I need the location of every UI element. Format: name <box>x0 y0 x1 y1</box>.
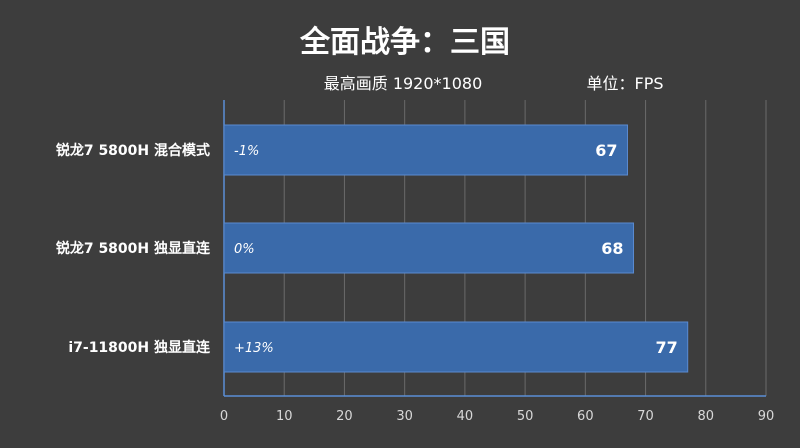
chart-subtitle-unit: 单位：FPS <box>586 74 663 93</box>
bar-2 <box>223 321 689 373</box>
x-tick-label-40: 40 <box>457 409 474 424</box>
x-tick-label-20: 20 <box>336 409 353 424</box>
x-tick-label-60: 60 <box>577 409 594 424</box>
x-tick-label-70: 70 <box>637 409 654 424</box>
chart-title: 全面战争：三国 <box>299 25 510 60</box>
category-label-1: 锐龙7 5800H 独显直连 <box>56 240 211 257</box>
x-tick-label-30: 30 <box>396 409 413 424</box>
bar-annotation-0: -1% <box>234 144 259 159</box>
bar-value-label-0: 67 <box>595 141 617 160</box>
category-label-2: i7-11800H 独显直连 <box>68 339 211 356</box>
x-tick-label-0: 0 <box>220 409 228 424</box>
x-tick-label-90: 90 <box>758 409 775 424</box>
bar-annotation-1: 0% <box>234 242 255 257</box>
x-tick-label-10: 10 <box>276 409 293 424</box>
bars <box>223 124 689 373</box>
chart-subtitle-settings: 最高画质 1920*1080 <box>324 74 483 93</box>
bar-annotation-2: +13% <box>234 341 274 356</box>
x-tick-label-80: 80 <box>698 409 715 424</box>
category-label-0: 锐龙7 5800H 混合模式 <box>56 142 210 159</box>
bar-value-label-1: 68 <box>601 239 623 258</box>
bar-0 <box>223 124 628 176</box>
bar-value-label-2: 77 <box>655 338 677 357</box>
labels: 0 10 20 30 40 50 60 70 80 90 67 -1% 锐龙7 5800H 混合模式 68… <box>56 141 774 424</box>
x-tick-label-50: 50 <box>517 409 534 424</box>
bar-1 <box>223 222 635 274</box>
